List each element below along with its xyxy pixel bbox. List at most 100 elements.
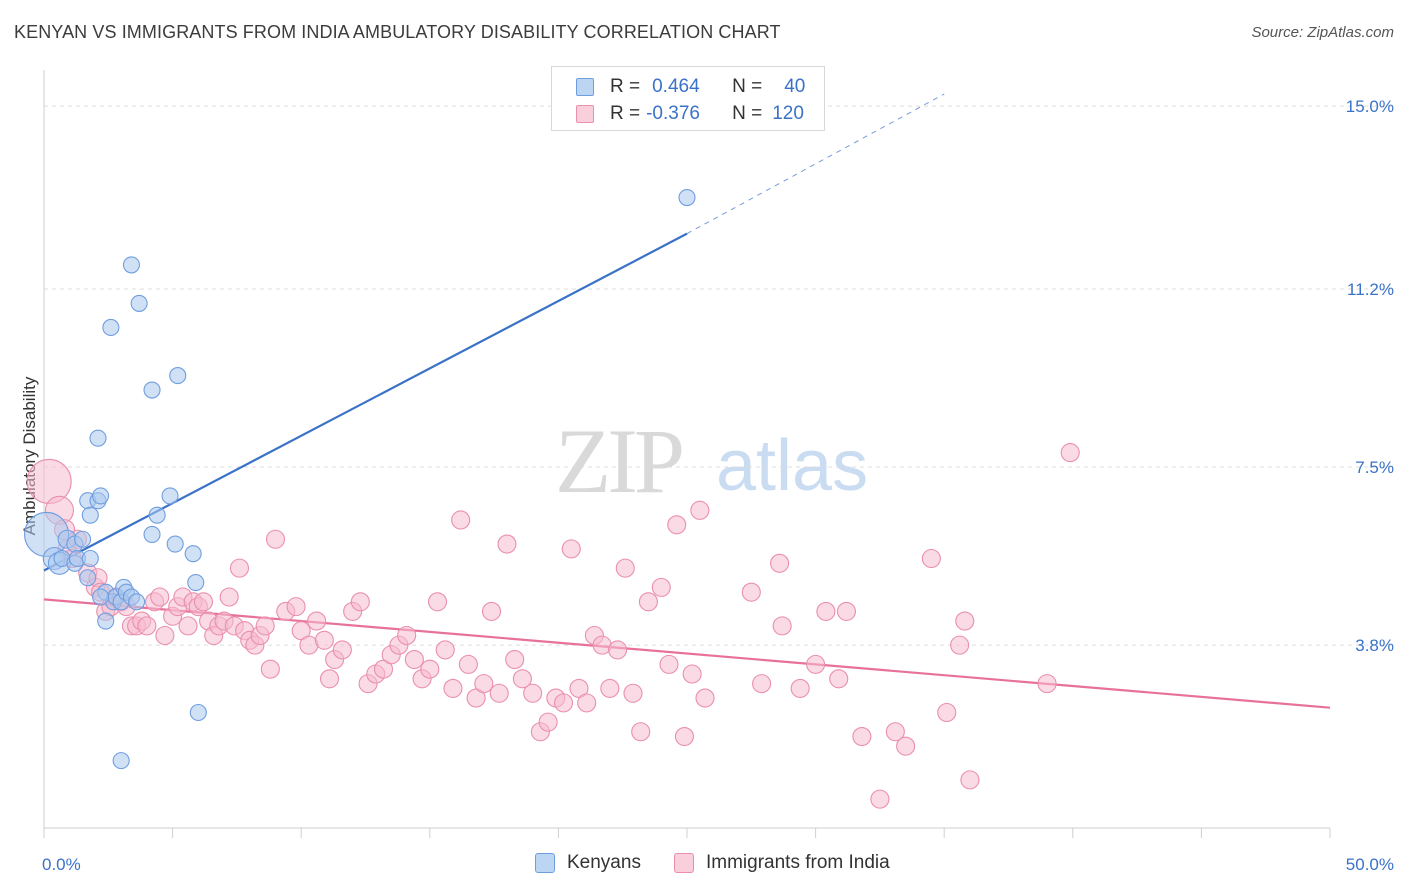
india-point [816,601,836,621]
india-point [474,674,494,694]
india-point [505,650,525,670]
india-label: Immigrants from India [706,852,890,873]
kenyan-point [143,381,161,399]
india-point [350,592,370,612]
axes [43,70,1331,838]
india-point [667,515,687,535]
legend-swatch-pink [576,105,594,123]
india-point [420,659,440,679]
kenyan-point [92,588,110,606]
kenyan-point [161,487,179,505]
india-point [178,616,198,636]
india-point [561,539,581,559]
india-point [772,616,792,636]
india-point [870,789,890,809]
kenyan-point [189,703,207,722]
india-point [150,587,170,607]
india-point [770,553,790,573]
india-point [255,616,275,636]
india-point [260,659,280,679]
india-point [489,683,509,703]
india-point [829,669,849,689]
series-legend: Kenyans Immigrants from India [0,852,1406,878]
india-point [1060,443,1080,463]
legend-r-label: R = [610,76,641,97]
india-point [674,727,694,747]
kenyan-point [187,574,205,592]
india-point [960,770,980,790]
kenyan-point [89,429,107,447]
legend-row-kenyans: R = 0.464 N = 40 [576,75,805,99]
kenyan-point [169,367,187,385]
kenyans-swatch [535,853,555,873]
legend-item-kenyans[interactable]: Kenyans [535,852,641,874]
kenyan-point [79,569,97,587]
legend-swatch-blue [576,78,594,96]
india-point [332,640,352,660]
india-point [553,693,574,713]
x-tick-label: 0.0% [42,855,81,874]
kenyan-point [74,530,92,548]
india-swatch [674,853,694,873]
legend-row-india: R = -0.376 N = 120 [576,102,804,126]
kenyan-point [92,487,110,505]
tick-labels: 3.8% 7.5% 11.2% 15.0% 0.0% 50.0% [42,97,1394,874]
india-point [314,630,334,650]
india-point [921,548,941,569]
india-point [523,683,543,703]
india-point [193,592,214,612]
kenyan-point [102,318,120,337]
india-point [219,587,239,607]
kenyan-trend-extension [686,93,945,235]
india-point [577,693,597,713]
legend-item-india[interactable]: Immigrants from India [674,852,890,874]
legend-n-label: N = [732,76,763,97]
legend-n-value: 40 [784,76,806,97]
correlation-legend: R = 0.464 N = 40 R = -0.376 N = 120 [551,66,825,131]
india-point [286,597,306,617]
chart-title: KENYAN VS IMMIGRANTS FROM INDIA AMBULATO… [14,22,781,42]
y-tick-label: 7.5% [1355,458,1394,477]
data-points [24,188,1080,809]
india-point [623,683,643,703]
india-point [600,678,620,698]
india-point [638,592,658,612]
trend-lines [43,93,1331,709]
india-point [741,582,761,602]
india-point [451,510,471,530]
india-point [836,601,857,621]
india-point [955,611,975,631]
y-tick-label: 3.8% [1355,636,1394,655]
kenyan-point [678,188,696,207]
kenyan-point [81,506,99,524]
india-point [690,500,710,520]
india-point [265,529,286,549]
india-point [538,712,558,732]
legend-r-label: R = [610,103,641,124]
kenyan-point [143,525,161,543]
legend-n-label: N = [732,103,763,124]
india-point [497,534,517,554]
kenyan-point [130,294,148,312]
india-point [319,669,340,689]
india-point [950,635,970,655]
india-point [512,669,532,689]
kenyan-point [122,256,140,274]
india-point [481,601,502,621]
kenyan-point [81,549,99,568]
y-tick-label: 11.2% [1347,280,1394,299]
kenyan-point [128,593,146,611]
watermark-zip: ZIP [555,410,682,512]
india-point [1037,674,1057,694]
watermark: ZIP atlas [555,410,868,512]
india-point [458,654,478,674]
india-trend-line [43,598,1331,709]
india-point [404,650,424,670]
y-tick-label: 15.0% [1346,97,1394,116]
india-point [137,616,157,636]
india-point [615,558,635,578]
kenyans-label: Kenyans [567,852,641,873]
watermark-atlas: atlas [716,426,868,506]
india-point [659,654,679,674]
india-point [427,592,448,612]
